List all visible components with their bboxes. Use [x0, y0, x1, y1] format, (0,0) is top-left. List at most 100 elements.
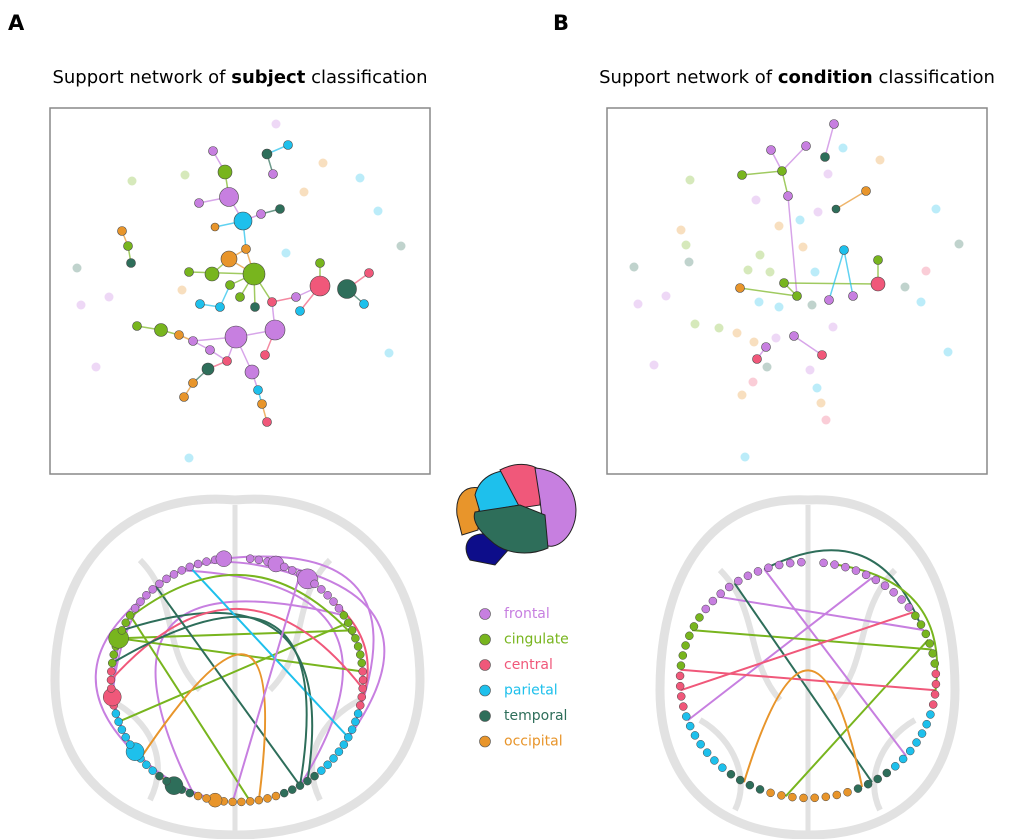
- faded-node: [105, 293, 114, 302]
- ring-node: [359, 676, 367, 684]
- ring-node: [833, 791, 841, 799]
- network-node: [849, 292, 858, 301]
- ring-node: [335, 748, 343, 756]
- faded-node: [733, 329, 742, 338]
- ring-node: [905, 603, 913, 611]
- ring-node: [890, 588, 898, 596]
- title-text: classification: [878, 67, 994, 88]
- faded-node: [682, 241, 691, 250]
- legend-label: occipital: [504, 734, 563, 750]
- network-node: [284, 141, 293, 150]
- faded-node: [955, 240, 964, 249]
- ring-node: [775, 561, 783, 569]
- faded-node: [749, 378, 758, 387]
- ring-node: [246, 555, 254, 563]
- ring-node: [288, 566, 296, 574]
- ring-node: [108, 659, 116, 667]
- ring-node: [679, 651, 687, 659]
- faded-node: [300, 188, 309, 197]
- ring-node: [932, 670, 940, 678]
- network-node: [221, 251, 237, 267]
- figure: A B Support network of subject classific…: [0, 0, 1014, 839]
- network-node: [296, 307, 305, 316]
- ring-node: [356, 701, 364, 709]
- ring-node: [922, 630, 930, 638]
- ring-node: [122, 733, 130, 741]
- ring-node: [280, 563, 288, 571]
- ring-node: [126, 741, 134, 749]
- ring-node: [767, 789, 775, 797]
- ring-node: [354, 710, 362, 718]
- ring-node: [685, 632, 693, 640]
- faded-node: [319, 159, 328, 168]
- faded-node: [282, 249, 291, 258]
- ring-node: [136, 598, 144, 606]
- ring-node: [344, 619, 352, 627]
- ring-node: [246, 797, 254, 805]
- ring-node: [864, 780, 872, 788]
- faded-node: [922, 267, 931, 276]
- network-edge: [825, 124, 834, 157]
- ring-node: [348, 726, 356, 734]
- faded-node: [185, 454, 194, 463]
- network-node: [216, 303, 225, 312]
- ring-node: [727, 770, 735, 778]
- network-node: [242, 245, 251, 254]
- network-node: [762, 343, 771, 352]
- faded-node: [374, 207, 383, 216]
- ring-node: [303, 777, 311, 785]
- title-text: Support network of: [599, 67, 773, 88]
- network-node: [225, 326, 247, 348]
- ring-node: [311, 580, 319, 588]
- ring-node: [703, 749, 711, 757]
- ring-node: [874, 775, 882, 783]
- ring-node: [872, 576, 880, 584]
- faded-node: [128, 177, 137, 186]
- legend-marker: [480, 634, 491, 645]
- network-node: [753, 355, 762, 364]
- faded-node: [756, 251, 765, 260]
- network-node: [840, 246, 849, 255]
- network-node: [784, 192, 793, 201]
- faded-node: [677, 226, 686, 235]
- network-node: [251, 303, 260, 312]
- faded-node: [181, 171, 190, 180]
- faded-node: [829, 323, 838, 332]
- ring-node: [131, 604, 139, 612]
- title-emphasis: condition: [778, 67, 873, 88]
- ring-node: [710, 756, 718, 764]
- ring-node: [288, 786, 296, 794]
- network-node: [778, 167, 787, 176]
- ring-node: [348, 626, 356, 634]
- ring-node: [203, 558, 211, 566]
- ring-node: [929, 701, 937, 709]
- network-node: [175, 331, 184, 340]
- ring-node: [194, 792, 202, 800]
- ring-node: [932, 680, 940, 688]
- ring-node: [317, 767, 325, 775]
- ring-node: [351, 634, 359, 642]
- faded-node: [356, 174, 365, 183]
- ring-node: [881, 582, 889, 590]
- ring-node: [841, 563, 849, 571]
- network-node: [124, 242, 133, 251]
- ring-node: [754, 567, 762, 575]
- faded-node: [763, 363, 772, 372]
- ring-node: [229, 798, 237, 806]
- ring-node: [854, 785, 862, 793]
- legend-marker: [480, 609, 491, 620]
- ring-node: [852, 567, 860, 575]
- faded-node: [799, 243, 808, 252]
- network-node: [862, 187, 871, 196]
- network-node: [195, 199, 204, 208]
- faded-node: [741, 453, 750, 462]
- faded-node: [796, 216, 805, 225]
- ring-node: [110, 651, 118, 659]
- faded-node: [766, 268, 775, 277]
- ring-node: [691, 731, 699, 739]
- faded-node: [775, 222, 784, 231]
- network-node: [189, 337, 198, 346]
- network-node: [202, 363, 214, 375]
- network-node: [218, 165, 232, 179]
- faded-node: [808, 301, 817, 310]
